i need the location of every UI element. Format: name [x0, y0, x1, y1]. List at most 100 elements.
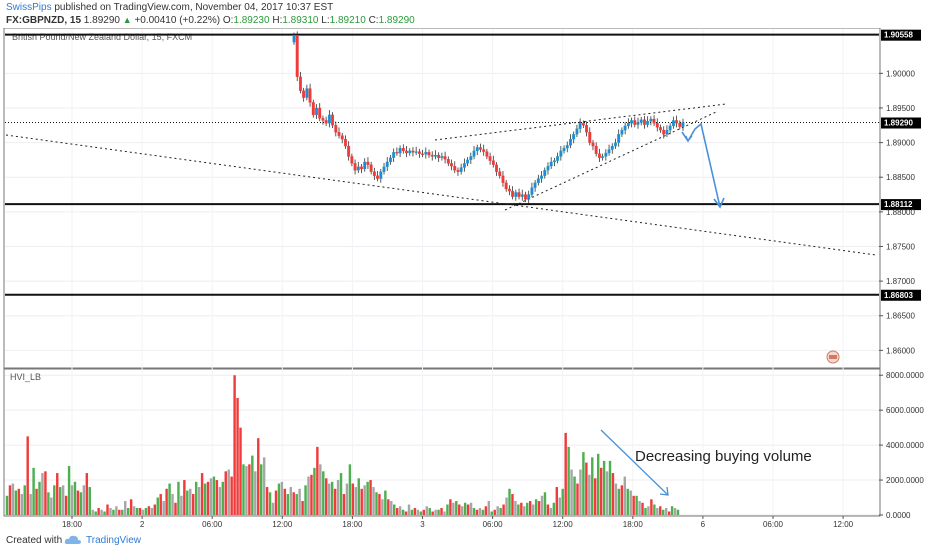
volume-bar — [61, 485, 65, 515]
volume-bar — [174, 502, 177, 515]
volume-bar — [659, 506, 662, 515]
volume-bar — [20, 494, 23, 515]
volume-bar — [14, 490, 18, 515]
volume-bar — [611, 473, 615, 515]
candle-body — [363, 161, 367, 170]
volume-bar — [197, 487, 201, 515]
descending-trendline[interactable] — [5, 134, 877, 256]
volume-bar — [124, 501, 127, 515]
volume-bar — [656, 508, 659, 515]
tradingview-brand[interactable]: TradingView — [86, 535, 142, 546]
volume-bar — [180, 495, 183, 515]
volume-bar — [449, 499, 452, 515]
volume-bar — [348, 464, 352, 515]
candle-body — [450, 163, 453, 167]
volume-bar — [138, 508, 142, 515]
volume-bar — [461, 506, 464, 515]
price-tick-label: 1.88000 — [886, 208, 915, 217]
volume-bar — [38, 481, 41, 515]
candle-body — [392, 152, 396, 158]
volume-bar — [540, 495, 544, 515]
volume-bar — [664, 508, 668, 515]
chart-header: SwissPips published on TradingView.com, … — [0, 0, 932, 28]
candle-body — [614, 142, 617, 147]
volume-bar — [357, 478, 360, 515]
projection-arrow[interactable] — [681, 122, 725, 209]
volume-bar — [289, 487, 292, 515]
candle-body — [540, 175, 543, 179]
volume-bar — [67, 466, 71, 515]
volume-bar — [596, 453, 600, 515]
price-tick-label: 1.87000 — [886, 277, 915, 286]
volume-bar — [186, 490, 189, 515]
chart-canvas[interactable]: British Pound/New Zealand Dollar, 15, FX… — [0, 28, 932, 532]
candle-body — [646, 120, 650, 125]
volume-bar — [558, 497, 561, 515]
volume-bar — [446, 504, 449, 515]
volume-bar — [301, 501, 304, 515]
candle-body — [334, 125, 338, 133]
volume-bar — [274, 490, 278, 515]
volume-bar — [183, 480, 186, 515]
horizontal-levels[interactable]: 1.90558 1.89290 1.88112 1.86803 — [5, 29, 921, 301]
wedge-lower-line[interactable] — [504, 111, 717, 211]
volume-bar — [262, 457, 266, 515]
volume-axis[interactable]: 8000.0000 6000.0000 4000.0000 2000.0000 0.00… — [879, 371, 924, 520]
candle-body — [430, 154, 434, 157]
volume-annotation[interactable]: Decreasing buying volume — [600, 429, 812, 496]
candle-body — [659, 127, 662, 131]
high-value: 1.89310 — [282, 15, 319, 26]
volume-bar — [70, 485, 74, 515]
decreasing-volume-arrowhead-icon — [659, 486, 669, 496]
volume-tick-label: 0.0000 — [886, 511, 911, 520]
volume-bar — [162, 501, 165, 515]
candle-body — [331, 114, 335, 126]
candle-body — [633, 120, 637, 125]
candle-body — [382, 166, 386, 172]
candle-body — [601, 156, 605, 158]
decreasing-volume-arrow[interactable] — [600, 429, 669, 496]
time-axis[interactable]: 18:00 2 06:00 12:00 18:00 3 06:00 12:00 18:00 6 06… — [62, 516, 854, 529]
volume-bar — [132, 506, 136, 515]
volume-bar — [192, 494, 195, 515]
volume-bar — [248, 464, 251, 515]
author-name[interactable]: SwissPips — [6, 2, 52, 13]
candle-body — [414, 151, 418, 153]
volume-bar — [372, 487, 375, 515]
volume-bar — [505, 497, 508, 515]
candle-body — [417, 151, 421, 154]
volume-bar — [41, 473, 44, 515]
projection-small-arrowhead-icon — [685, 135, 693, 143]
volume-bar — [546, 504, 550, 515]
volume-bar — [588, 474, 591, 515]
volume-bar — [11, 483, 15, 515]
volume-histogram — [5, 375, 680, 515]
candle-body — [424, 152, 428, 155]
up-arrow-icon: ▲ — [122, 15, 132, 25]
volume-bar — [189, 488, 192, 515]
volume-bar — [310, 474, 313, 515]
volume-bar — [384, 490, 387, 515]
volume-bar — [283, 488, 287, 515]
volume-bar — [635, 495, 638, 515]
volume-bar — [567, 446, 570, 515]
volume-tick-label: 6000.0000 — [886, 406, 924, 415]
volume-bar — [511, 494, 514, 515]
candle-body — [572, 134, 576, 140]
candle-body — [578, 123, 582, 129]
candle-body — [678, 123, 682, 127]
volume-bar — [526, 502, 529, 515]
volume-bar — [469, 502, 473, 515]
price-axis[interactable]: 1.90000 1.89500 1.89000 1.88500 1.88000 1.875… — [879, 69, 915, 355]
candle-body — [623, 125, 627, 131]
replay-badge[interactable] — [826, 350, 840, 364]
volume-bar — [245, 466, 248, 515]
close-label: C: — [368, 15, 379, 26]
volume-bar — [508, 488, 511, 515]
candle-body — [385, 161, 389, 167]
volume-bar — [531, 504, 535, 515]
projection-path[interactable] — [681, 122, 721, 208]
candle-body — [552, 160, 556, 163]
time-tick-label: 06:00 — [483, 520, 504, 529]
candle-body — [305, 88, 309, 98]
